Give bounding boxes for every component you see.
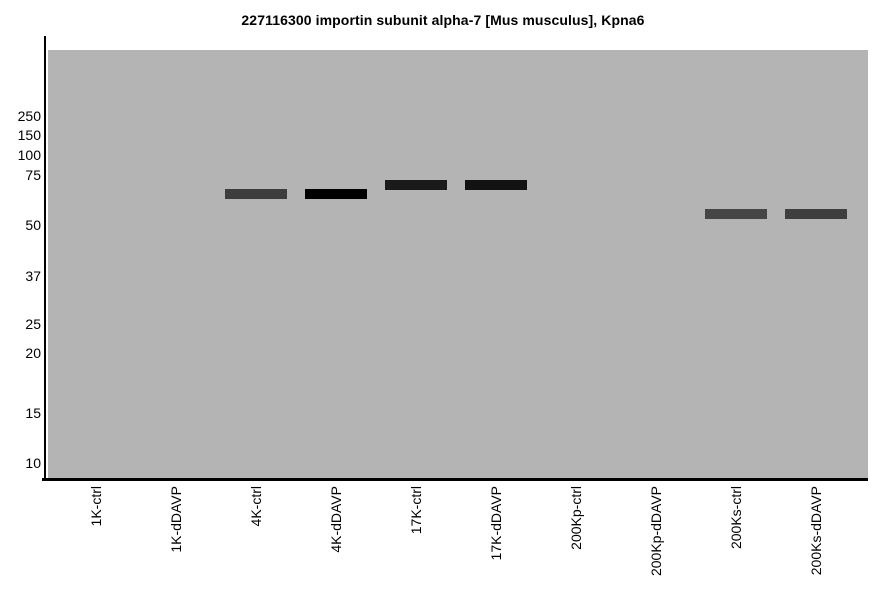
x-axis-line (42, 478, 868, 481)
x-lane-label: 4K-dDAVP (328, 486, 344, 553)
y-tick-label: 25 (25, 316, 41, 332)
protein-band (785, 209, 847, 220)
y-tick-label: 150 (17, 127, 41, 143)
x-lane-label: 200Kp-ctrl (568, 486, 584, 550)
plot-area (48, 50, 868, 478)
y-axis-line (44, 36, 46, 481)
chart-title: 227116300 importin subunit alpha-7 [Mus … (241, 12, 645, 28)
protein-band (305, 188, 367, 199)
y-tick-label: 250 (17, 108, 41, 124)
y-tick-label: 37 (25, 268, 41, 284)
y-tick-label: 10 (25, 455, 41, 471)
x-lane-label: 200Ks-dDAVP (808, 486, 824, 576)
protein-band (465, 179, 527, 190)
x-lane-label: 17K-ctrl (408, 486, 424, 535)
x-lane-label: 200Ks-ctrl (728, 486, 744, 550)
x-lane-label: 17K-dDAVP (488, 486, 504, 561)
x-lane-label: 200Kp-dDAVP (648, 486, 664, 577)
protein-band (225, 188, 287, 199)
x-lane-label: 1K-ctrl (88, 486, 104, 527)
y-tick-label: 15 (25, 405, 41, 421)
x-lane-label: 1K-dDAVP (168, 486, 184, 553)
y-tick-label: 100 (17, 147, 41, 163)
y-tick-label: 50 (25, 217, 41, 233)
protein-band (705, 209, 767, 220)
y-tick-label: 20 (25, 345, 41, 361)
protein-band (385, 179, 447, 190)
y-tick-label: 75 (25, 167, 41, 183)
x-lane-label: 4K-ctrl (248, 486, 264, 527)
